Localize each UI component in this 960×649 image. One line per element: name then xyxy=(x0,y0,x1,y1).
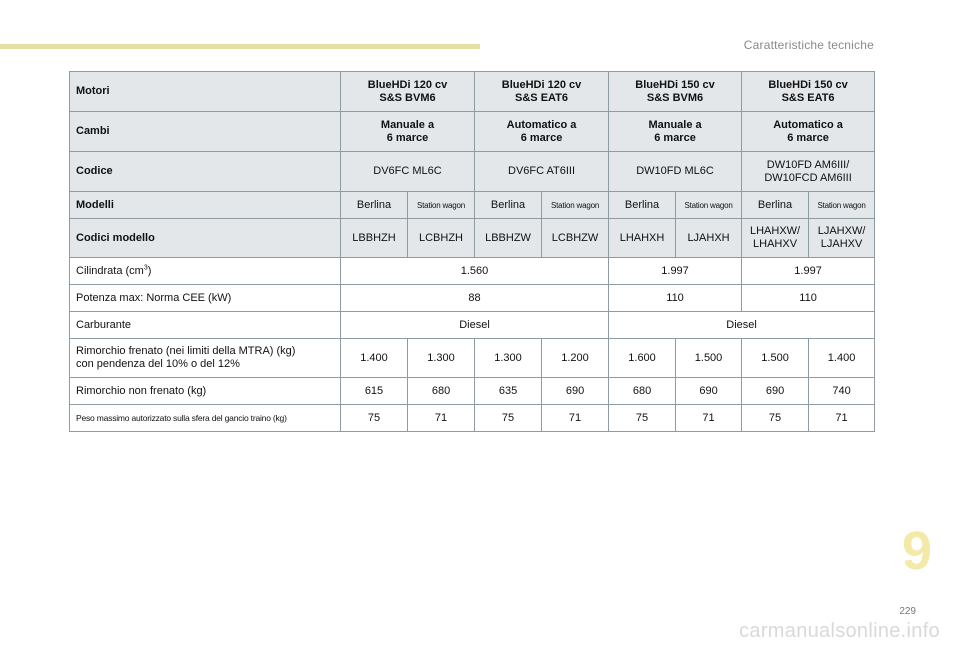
row-label: Potenza max: Norma CEE (kW) xyxy=(69,284,341,312)
towball-load-cell: 75 xyxy=(741,404,810,432)
braked-trailer-cell: 1.400 xyxy=(340,338,408,378)
model-code-cell: LHAHXW/ LHAHXV xyxy=(741,218,810,258)
model-code-cell: LBBHZH xyxy=(340,218,408,258)
towball-load-cell: 75 xyxy=(474,404,543,432)
watermark: carmanualsonline.info xyxy=(739,620,940,642)
page-number: 229 xyxy=(899,606,916,617)
gearbox-cell: Automatico a 6 marce xyxy=(474,111,610,152)
header-accent-bar xyxy=(0,44,480,49)
displacement-cell: 1.997 xyxy=(608,257,743,285)
braked-trailer-cell: 1.400 xyxy=(808,338,876,378)
model-code-cell: LCBHZW xyxy=(541,218,610,258)
model-cell: Berlina xyxy=(474,191,543,219)
model-code-cell: LHAHXH xyxy=(608,218,677,258)
model-code-cell: LBBHZW xyxy=(474,218,543,258)
braked-trailer-cell: 1.300 xyxy=(406,338,476,378)
engine-cell: BlueHDi 150 cv S&S EAT6 xyxy=(741,71,876,112)
engine-cell: BlueHDi 120 cv S&S EAT6 xyxy=(474,71,610,112)
model-cell: Berlina xyxy=(741,191,810,219)
model-code-cell: LJAHXW/ LJAHXV xyxy=(808,218,876,258)
power-cell: 110 xyxy=(741,284,876,312)
power-cell: 110 xyxy=(608,284,743,312)
fuel-cell: Diesel xyxy=(339,311,610,339)
braked-trailer-cell: 1.500 xyxy=(675,338,743,378)
model-code-cell: LJAHXH xyxy=(675,218,743,258)
towball-load-cell: 71 xyxy=(541,404,610,432)
label-text-end: ) xyxy=(147,264,152,277)
unbraked-trailer-cell: 690 xyxy=(741,377,810,405)
row-cilindrata: Cilindrata (cm3) 1.560 1.997 1.997 xyxy=(69,257,876,285)
towball-load-cell: 71 xyxy=(675,404,743,432)
row-label: Peso massimo autorizzato sulla sfera del… xyxy=(69,404,341,432)
fuel-cell: Diesel xyxy=(608,311,876,339)
row-carburante: Carburante Diesel Diesel xyxy=(69,311,876,339)
power-cell: 88 xyxy=(339,284,610,312)
row-label: Carburante xyxy=(69,311,341,339)
row-modelli: Modelli Berlina Station wagon Berlina St… xyxy=(69,191,876,219)
braked-trailer-cell: 1.600 xyxy=(608,338,677,378)
model-cell: Station wagon xyxy=(541,191,610,219)
row-label: Codice xyxy=(69,151,341,192)
unbraked-trailer-cell: 740 xyxy=(808,377,876,405)
gearbox-cell: Automatico a 6 marce xyxy=(741,111,876,152)
chapter-number: 9 xyxy=(901,521,932,581)
towball-load-cell: 75 xyxy=(608,404,677,432)
model-cell: Berlina xyxy=(340,191,408,219)
engine-cell: BlueHDi 150 cv S&S BVM6 xyxy=(608,71,743,112)
model-cell: Station wagon xyxy=(675,191,743,219)
engine-code-cell: DV6FC AT6III xyxy=(474,151,610,192)
row-label: Cambi xyxy=(69,111,341,152)
row-codici-modello: Codici modello LBBHZH LCBHZH LBBHZW LCBH… xyxy=(69,218,876,258)
unbraked-trailer-cell: 635 xyxy=(474,377,543,405)
row-codice: Codice DV6FC ML6C DV6FC AT6III DW10FD ML… xyxy=(69,151,876,192)
model-cell: Berlina xyxy=(608,191,677,219)
engine-code-cell: DW10FD AM6III/ DW10FCD AM6III xyxy=(741,151,876,192)
row-peso-sfera: Peso massimo autorizzato sulla sfera del… xyxy=(69,404,876,432)
towball-load-cell: 71 xyxy=(406,404,476,432)
unbraked-trailer-cell: 690 xyxy=(675,377,743,405)
row-label: Modelli xyxy=(69,191,341,219)
model-code-cell: LCBHZH xyxy=(406,218,476,258)
gearbox-cell: Manuale a 6 marce xyxy=(339,111,476,152)
section-title: Caratteristiche tecniche xyxy=(743,38,874,52)
model-cell: Station wagon xyxy=(808,191,876,219)
displacement-cell: 1.560 xyxy=(339,257,610,285)
unbraked-trailer-cell: 690 xyxy=(541,377,610,405)
specifications-table: Motori BlueHDi 120 cv S&S BVM6 BlueHDi 1… xyxy=(69,71,876,432)
unbraked-trailer-cell: 680 xyxy=(406,377,476,405)
engine-code-cell: DW10FD ML6C xyxy=(608,151,743,192)
engine-code-cell: DV6FC ML6C xyxy=(339,151,476,192)
row-rimorchio-frenato: Rimorchio frenato (nei limiti della MTRA… xyxy=(69,338,876,378)
row-label: Rimorchio non frenato (kg) xyxy=(69,377,341,405)
row-rimorchio-non-frenato: Rimorchio non frenato (kg) 615 680 635 6… xyxy=(69,377,876,405)
braked-trailer-cell: 1.500 xyxy=(741,338,810,378)
braked-trailer-cell: 1.300 xyxy=(474,338,543,378)
displacement-cell: 1.997 xyxy=(741,257,876,285)
towball-load-cell: 75 xyxy=(340,404,408,432)
row-potenza: Potenza max: Norma CEE (kW) 88 110 110 xyxy=(69,284,876,312)
label-superscript: 3 xyxy=(143,263,148,271)
unbraked-trailer-cell: 680 xyxy=(608,377,677,405)
braked-trailer-cell: 1.200 xyxy=(541,338,610,378)
unbraked-trailer-cell: 615 xyxy=(340,377,408,405)
row-motori: Motori BlueHDi 120 cv S&S BVM6 BlueHDi 1… xyxy=(69,71,876,112)
model-cell: Station wagon xyxy=(406,191,476,219)
label-text: Cilindrata (cm xyxy=(76,264,144,277)
row-label: Rimorchio frenato (nei limiti della MTRA… xyxy=(69,338,341,378)
row-label: Codici modello xyxy=(69,218,341,258)
row-label: Cilindrata (cm3) xyxy=(69,257,341,285)
row-cambi: Cambi Manuale a 6 marce Automatico a 6 m… xyxy=(69,111,876,152)
engine-cell: BlueHDi 120 cv S&S BVM6 xyxy=(339,71,476,112)
row-label: Motori xyxy=(69,71,341,112)
gearbox-cell: Manuale a 6 marce xyxy=(608,111,743,152)
towball-load-cell: 71 xyxy=(808,404,876,432)
